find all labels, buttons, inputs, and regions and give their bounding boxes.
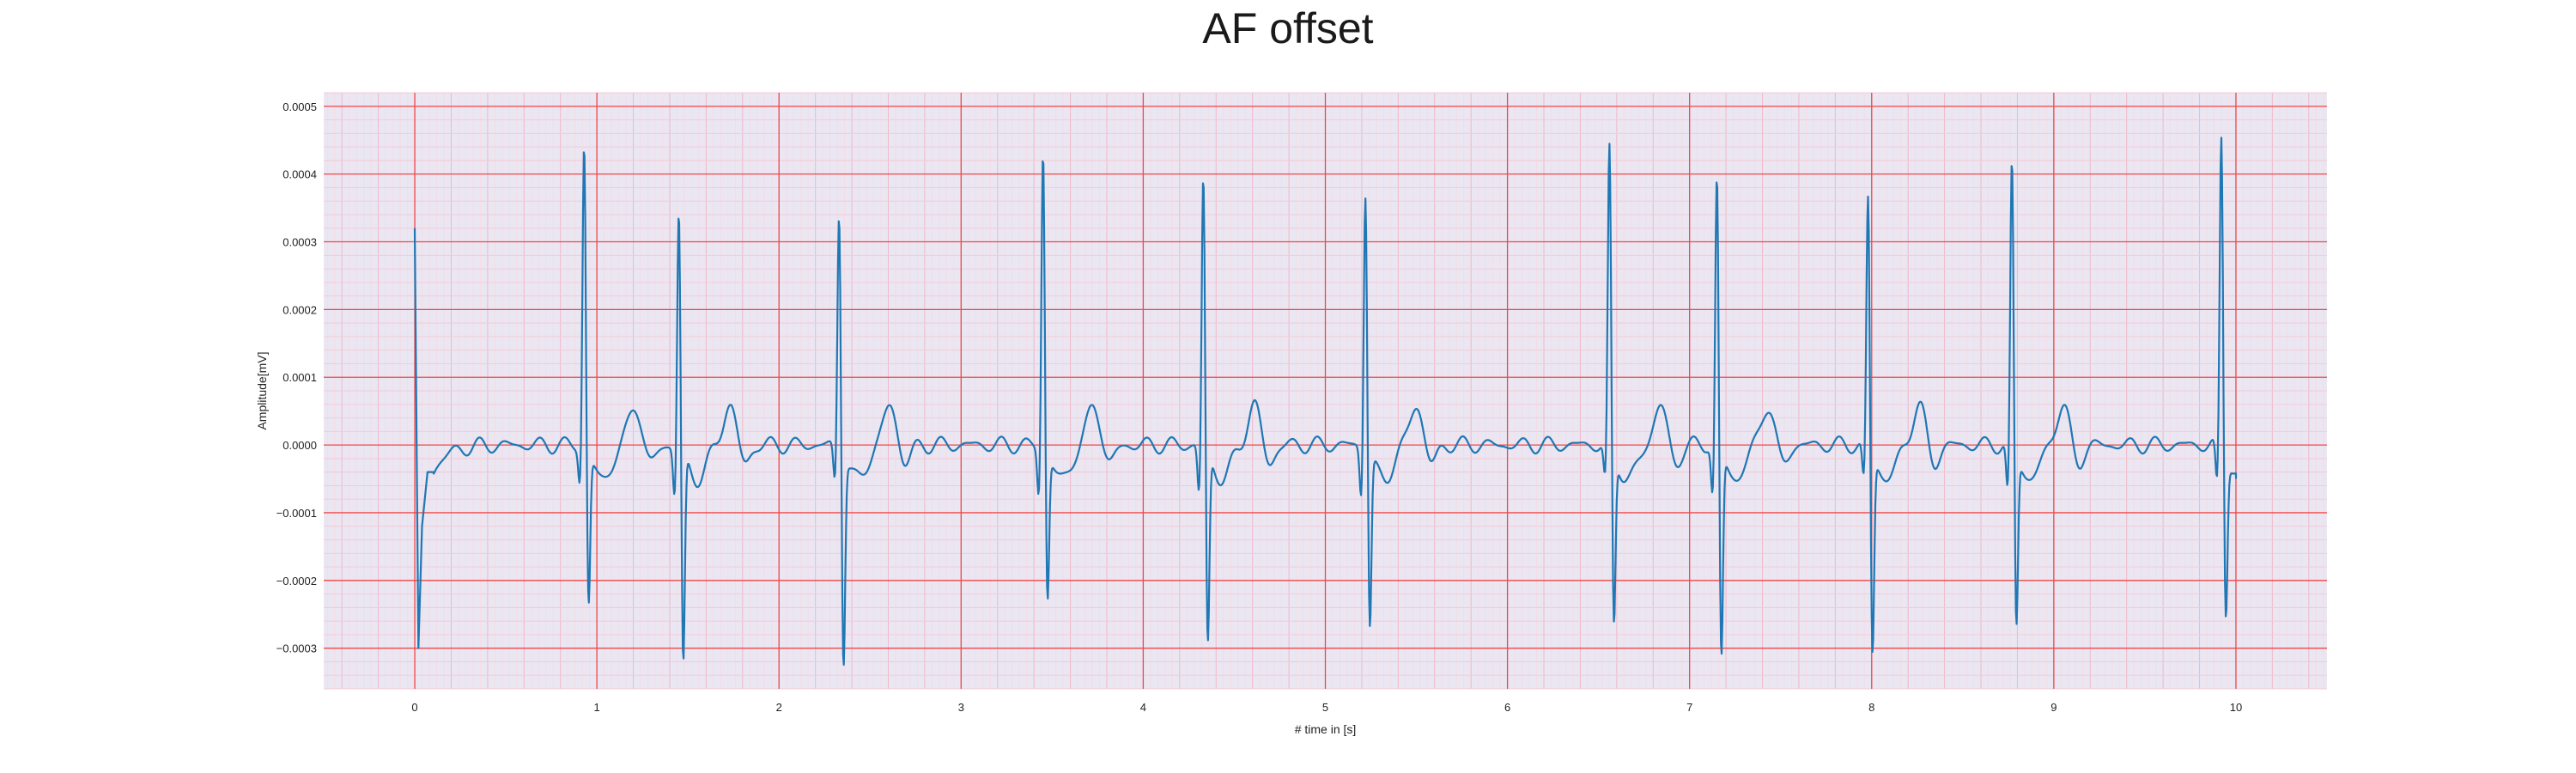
y-tick-label: −0.0002 <box>276 575 317 587</box>
x-tick-label: 10 <box>2230 701 2242 714</box>
x-tick-label: 3 <box>958 701 964 714</box>
y-tick-label: 0.0004 <box>283 168 317 181</box>
x-tick-label: 9 <box>2050 701 2057 714</box>
y-tick-label: 0.0000 <box>283 439 317 452</box>
y-tick-label: 0.0001 <box>283 371 317 384</box>
y-axis-label: Amplitude[mV] <box>255 351 269 429</box>
x-tick-label: 1 <box>594 701 600 714</box>
y-tick-label: 0.0005 <box>283 100 317 113</box>
x-axis-label: # time in [s] <box>1295 722 1357 736</box>
y-tick-label: −0.0001 <box>276 507 317 520</box>
x-tick-label: 5 <box>1322 701 1328 714</box>
y-tick-label: 0.0003 <box>283 236 317 249</box>
x-tick-label: 0 <box>411 701 417 714</box>
x-axis-ticks: 0 1 2 3 4 5 6 7 8 9 10 <box>411 701 2242 714</box>
x-tick-label: 6 <box>1504 701 1510 714</box>
y-tick-label: −0.0003 <box>276 642 317 655</box>
x-tick-label: 8 <box>1868 701 1874 714</box>
ecg-signal-line <box>413 137 2238 666</box>
x-tick-label: 7 <box>1686 701 1692 714</box>
chart-title: AF offset <box>1202 4 1374 52</box>
y-axis-ticks: −0.0003 −0.0002 −0.0001 0.0000 0.0001 0.0002 0… <box>276 100 317 655</box>
x-tick-label: 2 <box>776 701 782 714</box>
y-tick-label: 0.0002 <box>283 303 317 316</box>
major-grid <box>324 93 2327 689</box>
x-tick-label: 4 <box>1140 701 1146 714</box>
